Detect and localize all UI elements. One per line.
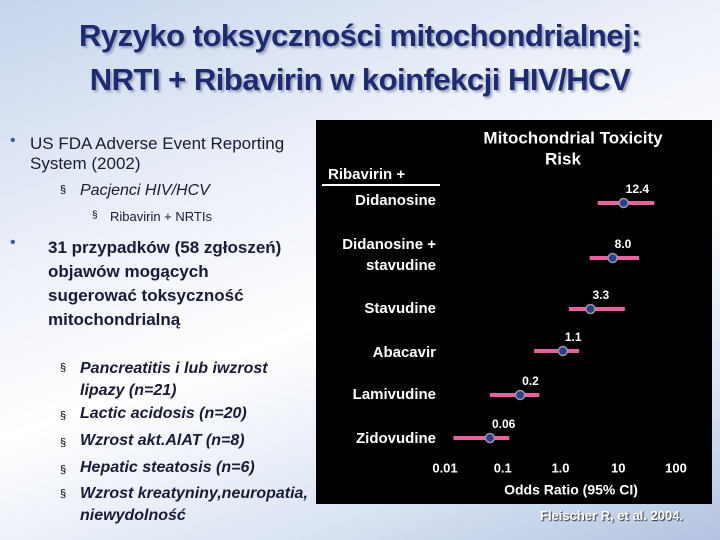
bullet-dot: • [10,132,16,149]
bullet-dot: § [60,184,67,196]
bullet: Ribavirin + NRTIs [110,209,212,224]
category-label: Didanosine [355,192,436,209]
value-label: 3.3 [592,288,609,302]
category-label: Lamivudine [352,386,436,403]
point [607,252,618,264]
slide-title: Ryzyko toksyczności mitochondrialnej: [78,18,642,53]
bullet-dot: § [60,437,67,449]
point [618,197,629,209]
point [484,432,496,444]
bullet: US FDA Adverse Event Reporting System (2… [30,134,285,173]
category-label-text: Didanosine [355,192,436,209]
chart-title: Risk [545,149,581,168]
category-label: Stavudine [364,300,436,317]
value-label: 0.2 [522,374,539,388]
chart: Mitochondrial Toxicity Risk Ribavirin + … [316,120,712,504]
bullet: Wzrost kreatyniny,neuropatia, niewydolno… [80,485,308,524]
category-label-text: Lamivudine [352,386,436,403]
value-label: 12.4 [626,182,650,196]
x-tick-label: 100 [665,460,687,475]
x-tick-label: 1.0 [551,460,569,475]
bullet: Wzrost akt.AlAT (n=8) [80,432,245,449]
x-axis-label: Odds Ratio (95% CI) [504,482,638,498]
category-label: Abacavir [372,344,436,361]
point [514,389,526,401]
bullet-dot: § [60,488,67,500]
bullet: Hepatic steatosis (n=6) [80,459,255,476]
bullet-dot: § [60,362,67,374]
bullet: Pancreatitis i lub iwzrost lipazy (n=21) [80,360,268,399]
point [585,303,596,315]
bullet-dot: § [60,410,67,422]
category-label: Didanosine + stavudine [342,236,436,274]
category-label-text: Didanosine + stavudine [342,236,436,274]
category-label-text: Zidovudine [356,430,436,447]
bullet-dot: § [92,210,98,221]
category-label: Zidovudine [356,430,436,447]
value-label: 0.06 [492,417,516,431]
x-tick-label: 0.1 [494,460,512,475]
bullet-dot: • [10,234,16,251]
bullet: Lactic acidosis (n=20) [80,405,247,422]
value-label: 1.1 [565,330,582,344]
bullet: Pacjenci HIV/HCV [80,182,210,199]
point [557,345,569,357]
x-tick-label: 10 [611,460,625,475]
chart-title: Mitochondrial Toxicity [483,128,663,147]
category-label-text: Stavudine [364,300,436,317]
source: Fleischer R, et al. 2004. [540,508,684,523]
bullet-dot: § [60,464,67,476]
value-label: 8.0 [615,237,632,251]
group-label: Ribavirin + [328,166,405,183]
bullet: 31 przypadków (58 zgłoszeń) objawów mogą… [48,238,282,329]
slide-title: NRTI + Ribavirin w koinfekcji HIV/HCV [89,62,631,97]
x-tick-label: 0.01 [432,460,457,475]
category-label-text: Abacavir [372,344,436,361]
